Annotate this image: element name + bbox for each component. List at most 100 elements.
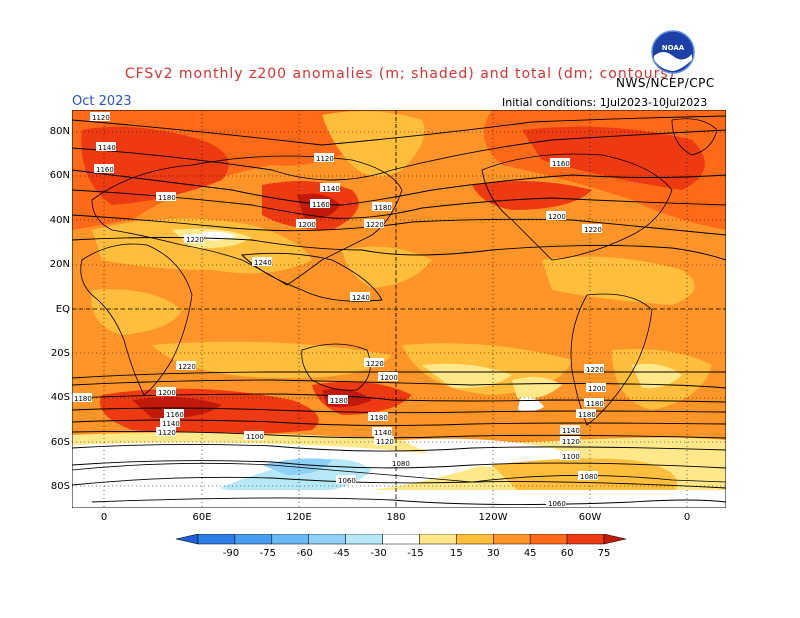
noaa-logo: NOAA [651,30,695,74]
contour-label: 1080 [390,458,410,468]
lon-label: 0 [683,512,691,523]
anomaly-patch-tropics [342,246,432,288]
south-america-outline [570,293,653,426]
contour-label-group: 1120 1140 1160 1180 1220 1240 1120 1140 … [72,112,606,508]
colorbar-box [308,534,346,545]
svg-text:1220: 1220 [366,221,384,229]
svg-text:1220: 1220 [366,360,384,368]
svg-text:1200: 1200 [298,221,316,229]
contour-label: 1160 [164,409,184,419]
contour-label: 1220 [364,219,384,229]
anomaly-patch-tropics [322,111,425,177]
lon-label: 0 [100,512,108,523]
lat-label: 20S [50,348,70,359]
svg-text:1240: 1240 [352,294,370,302]
lat-label: 60S [50,437,70,448]
svg-text:1120: 1120 [158,429,176,437]
contour-label: 1140 [160,418,180,428]
svg-text:1160: 1160 [96,166,114,174]
contour-label: 1240 [350,292,370,302]
agency-label: NWS/NCEP/CPC [616,76,715,90]
lon-label: 120W [478,512,508,523]
anomaly-map: 1120 1140 1160 1180 1220 1240 1120 1140 … [72,110,726,508]
anomaly-patch-tropics [512,376,562,399]
colorbar-boxes [176,534,626,545]
contour-label: 1200 [378,372,398,382]
svg-text:1200: 1200 [380,374,398,382]
contour-line [72,169,726,206]
contour-line [72,129,726,181]
lat-label: 40S [50,392,70,403]
colorbar-label: 75 [598,548,611,559]
colorbar-label: -60 [297,548,313,559]
north-america-outline [481,153,673,261]
contour-label: 1060 [546,498,566,508]
contour-label: 1140 [96,142,116,152]
contour-label: 1120 [156,427,176,437]
contour-label: 1180 [156,192,176,202]
svg-text:1220: 1220 [178,363,196,371]
svg-text:1180: 1180 [330,397,348,405]
colorbar-box [566,534,605,545]
anomaly-patch-north [522,126,705,190]
svg-text:1180: 1180 [586,400,604,408]
svg-text:1060: 1060 [338,477,356,485]
contour-line [72,189,726,219]
colorbar-box [493,534,531,545]
contour-label: 1060 [336,475,356,485]
svg-text:1140: 1140 [98,144,116,152]
svg-text:1120: 1120 [316,155,334,163]
map-title: CFSv2 monthly z200 anomalies (m; shaded)… [124,66,676,82]
svg-text:1220: 1220 [584,226,602,234]
contour-label: 1220 [176,361,196,371]
svg-text:1180: 1180 [158,194,176,202]
svg-text:1100: 1100 [246,433,264,441]
greenland-outline [671,118,718,156]
contour-label: 1120 [314,153,334,163]
contour-label: 1200 [296,219,316,229]
contour-label: 1160 [550,158,570,168]
contour-label: 1160 [94,164,114,174]
lon-label: 60W [578,512,602,523]
contour-line [72,115,726,146]
contour-line [72,443,726,452]
svg-text:1180: 1180 [370,414,388,422]
svg-text:1180: 1180 [74,395,92,403]
svg-text:1180: 1180 [374,204,392,212]
colorbar-box [529,534,568,545]
colorbar-tip-right [603,534,626,545]
svg-text:1080: 1080 [580,473,598,481]
contour-line [72,393,726,403]
svg-text:1200: 1200 [548,213,566,221]
colorbar-box [382,534,420,545]
contour-label: 1200 [586,383,606,393]
anomaly-patch-tropics [91,289,182,335]
lat-label: 80S [50,481,70,492]
lat-label: 80N [49,126,70,137]
lat-label: 20N [49,259,70,270]
colorbar-tip-left [176,534,199,545]
svg-text:1140: 1140 [562,427,580,435]
colorbar-label: -30 [370,548,386,559]
contour-label: 1140 [372,427,392,437]
svg-text:1120: 1120 [376,438,394,446]
contour-label: 1220 [584,364,604,374]
colorbar-label: -15 [407,548,423,559]
colorbar-label: 15 [450,548,463,559]
contour-label: 1180 [576,409,596,419]
colorbar-box [456,534,494,545]
svg-text:1140: 1140 [374,429,392,437]
contour-line [72,379,726,389]
anomaly-patch-tropics [422,363,512,389]
svg-text:1100: 1100 [562,453,580,461]
contour-label: 1180 [584,398,604,408]
valid-month: Oct 2023 [72,94,132,109]
lon-label: 120E [286,512,312,523]
colorbar-box [234,534,273,545]
colorbar-label: -90 [223,548,239,559]
svg-text:1140: 1140 [322,185,340,193]
colorbar-label: -75 [260,548,276,559]
contour-label: 1180 [72,393,92,403]
svg-text:1200: 1200 [588,385,606,393]
contour-label: 1200 [156,387,176,397]
